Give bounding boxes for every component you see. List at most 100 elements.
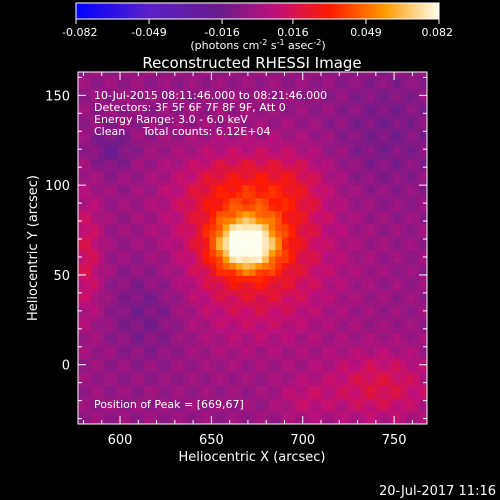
heatmap-cell <box>110 100 119 108</box>
heatmap-cell <box>202 327 211 335</box>
heatmap-cell <box>170 352 178 360</box>
heatmap-cell <box>400 152 408 160</box>
heatmap-cell <box>360 275 369 283</box>
heatmap-cell <box>426 307 427 315</box>
heatmap-cell <box>196 314 204 322</box>
heatmap-cell <box>235 262 244 270</box>
heatmap-cell <box>242 230 250 238</box>
heatmap-cell <box>150 81 158 89</box>
heatmap-cell <box>255 217 263 225</box>
heatmap-cell <box>255 223 263 231</box>
heatmap-cell <box>321 81 329 89</box>
heatmap-cell <box>321 178 329 186</box>
heatmap-cell <box>235 307 244 315</box>
heatmap-cell <box>130 81 138 89</box>
heatmap-cell <box>327 81 336 89</box>
heatmap-cell <box>301 411 309 419</box>
heatmap-cell <box>78 391 86 399</box>
heatmap-cell <box>124 327 132 335</box>
heatmap-cell <box>104 204 112 212</box>
heatmap-cell <box>196 288 204 296</box>
heatmap-cell <box>110 372 119 380</box>
heatmap-cell <box>124 385 132 393</box>
heatmap-cell <box>321 242 329 251</box>
heatmap-cell <box>413 262 421 270</box>
heatmap-cell <box>295 223 303 231</box>
heatmap-cell <box>347 165 355 173</box>
heatmap-cell <box>301 378 309 386</box>
heatmap-cell <box>281 133 290 141</box>
heatmap-cell <box>143 81 151 89</box>
heatmap-cell <box>341 197 349 205</box>
heatmap-cell <box>314 87 322 95</box>
heatmap-cell <box>327 346 336 354</box>
heatmap-cell <box>347 242 355 251</box>
heatmap-cell <box>275 327 283 335</box>
heatmap-cell <box>222 294 230 302</box>
heatmap-cell <box>341 217 349 225</box>
heatmap-cell <box>84 314 92 322</box>
heatmap-cell <box>242 120 250 128</box>
heatmap-cell <box>196 398 204 406</box>
heatmap-cell <box>420 184 427 192</box>
heatmap-cell <box>360 94 369 102</box>
heatmap-cell <box>295 204 303 212</box>
heatmap-cell <box>367 268 375 276</box>
heatmap-cell <box>393 107 401 115</box>
heatmap-cell <box>222 165 230 173</box>
heatmap-cell <box>183 307 191 315</box>
heatmap-cell <box>176 391 184 399</box>
heatmap-cell <box>314 223 322 231</box>
heatmap-cell <box>354 333 362 341</box>
heatmap-cell <box>400 301 408 309</box>
heatmap-cell <box>413 81 421 89</box>
heatmap-cell <box>163 217 171 225</box>
heatmap-cell <box>380 72 388 76</box>
heatmap-cell <box>374 268 382 276</box>
heatmap-cell <box>393 158 401 166</box>
heatmap-cell <box>347 262 355 270</box>
heatmap-cell <box>295 145 303 154</box>
heatmap-cell <box>202 398 211 406</box>
heatmap-cell <box>327 262 336 270</box>
heatmap-cell <box>367 294 375 302</box>
heatmap-cell <box>104 255 112 263</box>
heatmap-cell <box>314 113 322 121</box>
heatmap-cell <box>380 372 388 380</box>
heatmap-cell <box>189 191 198 199</box>
heatmap-cell <box>163 72 171 76</box>
heatmap-cell <box>249 288 257 296</box>
heatmap-cell <box>176 178 184 186</box>
heatmap-cell <box>104 249 112 257</box>
heatmap-cell <box>334 365 342 373</box>
heatmap-cell <box>400 100 408 108</box>
heatmap-cell <box>387 411 395 419</box>
heatmap-cell <box>374 398 382 406</box>
heatmap-cell <box>84 158 92 166</box>
heatmap-cell <box>229 385 237 393</box>
heatmap-cell <box>176 352 184 360</box>
heatmap-cell <box>84 294 92 302</box>
heatmap-cell <box>249 72 257 76</box>
heatmap-cell <box>255 191 263 199</box>
heatmap-cell <box>314 72 322 76</box>
heatmap-cell <box>393 217 401 225</box>
heatmap-cell <box>150 113 158 121</box>
heatmap-cell <box>288 217 296 225</box>
heatmap-cell <box>176 87 184 95</box>
heatmap-cell <box>91 126 99 134</box>
heatmap-cell <box>374 204 382 212</box>
heatmap-cell <box>262 223 270 231</box>
heatmap-cell <box>110 262 119 270</box>
heatmap-cell <box>117 72 125 76</box>
heatmap-cell <box>295 255 303 263</box>
heatmap-cell <box>183 314 191 322</box>
heatmap-cell <box>143 72 151 76</box>
heatmap-cell <box>347 301 355 309</box>
heatmap-cell <box>406 398 415 406</box>
heatmap-cell <box>275 74 283 82</box>
heatmap-cell <box>137 339 145 348</box>
heatmap-cell <box>295 288 303 296</box>
heatmap-cell <box>420 275 427 283</box>
heatmap-cell <box>321 268 329 276</box>
